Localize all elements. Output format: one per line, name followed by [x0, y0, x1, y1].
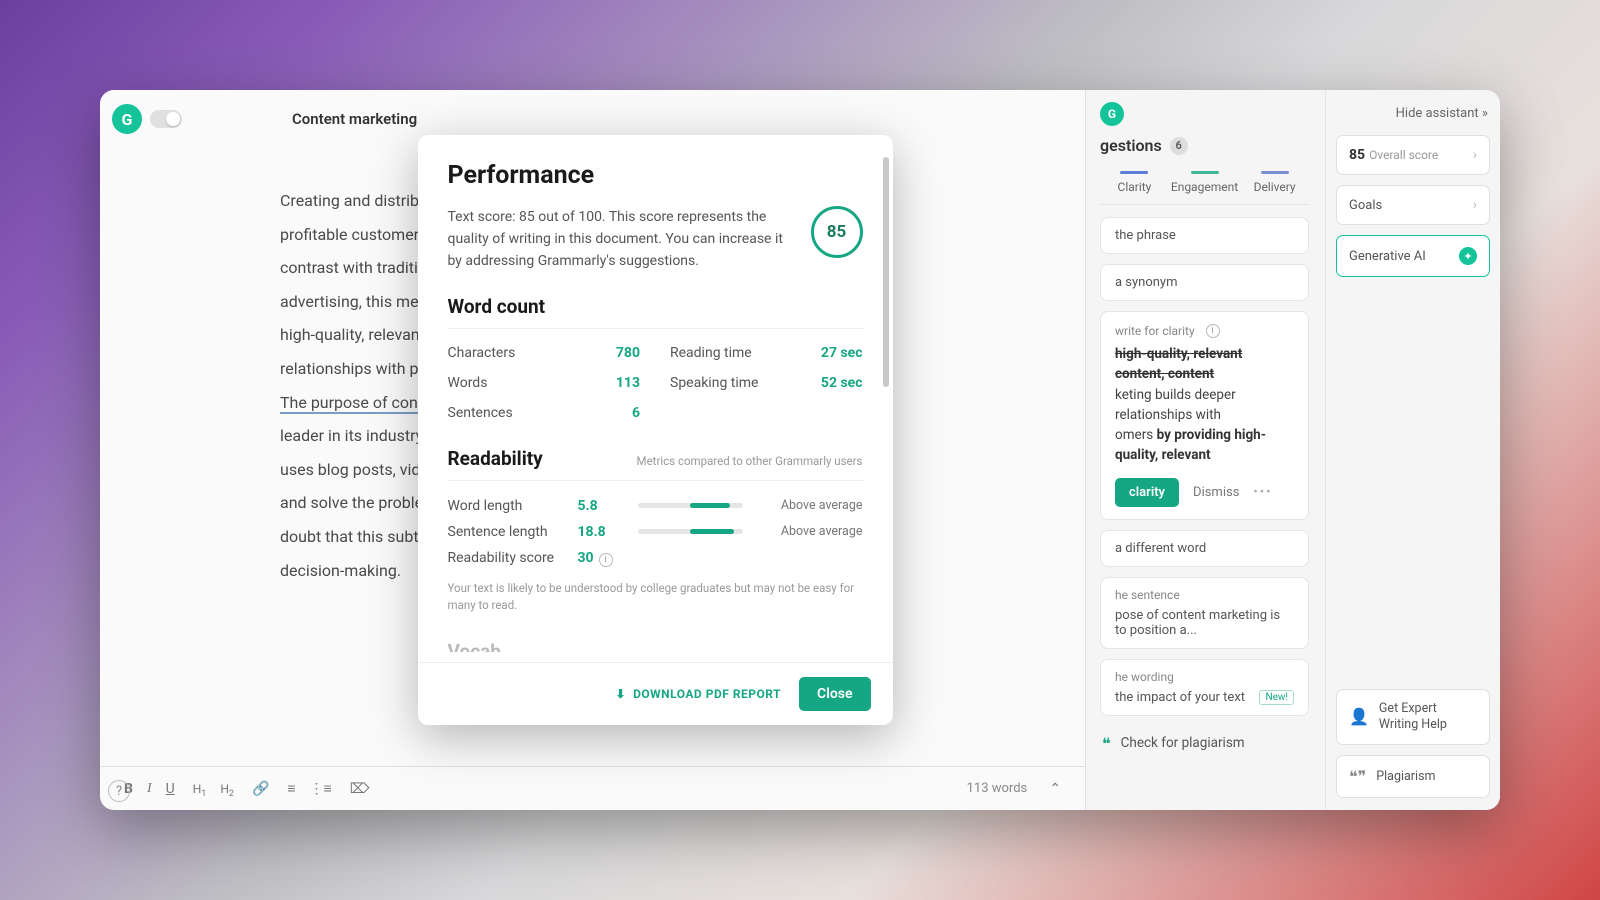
- suggestion-card[interactable]: the phrase: [1100, 217, 1309, 254]
- grammarly-logo-icon[interactable]: G: [112, 104, 142, 134]
- download-icon: ⬇: [616, 687, 627, 701]
- quote-icon: ❝❞: [1349, 767, 1366, 786]
- suggestion-card[interactable]: a different word: [1100, 530, 1309, 567]
- sparkle-icon: ✦: [1459, 247, 1477, 265]
- modal-footer: ⬇ DOWNLOAD PDF REPORT Close: [418, 662, 893, 725]
- underline-icon[interactable]: U: [166, 781, 175, 797]
- stat-value: 52 sec: [821, 375, 863, 391]
- expert-help-card[interactable]: 👤 Get Expert Writing Help: [1336, 689, 1490, 746]
- wordcount-section-title: Word count: [448, 295, 863, 318]
- new-badge: New!: [1259, 690, 1294, 705]
- overall-score-card[interactable]: 85Overall score ›: [1336, 135, 1490, 175]
- modal-description: Text score: 85 out of 100. This score re…: [448, 206, 793, 273]
- h1-icon[interactable]: H1: [193, 782, 207, 796]
- document-title: Content marketing: [292, 110, 417, 128]
- score-ring: 85: [811, 206, 863, 258]
- suggestion-card[interactable]: he wording the impact of your text New!: [1100, 659, 1309, 716]
- stat-value: 6: [632, 405, 640, 421]
- read-value: 18.8: [578, 524, 628, 540]
- right-pane: G gestions 6 Clarity Engagement Delivery…: [1085, 90, 1500, 810]
- tab-delivery[interactable]: Delivery: [1240, 165, 1309, 204]
- read-value: 5.8: [578, 498, 628, 514]
- read-value: 30: [578, 550, 594, 566]
- app-window: G Content marketing Creating and distrib…: [100, 90, 1500, 810]
- clear-format-icon[interactable]: ⌦: [350, 781, 370, 797]
- person-icon: 👤: [1349, 707, 1369, 726]
- readability-note: Your text is likely to be understood by …: [448, 580, 863, 615]
- chevron-up-icon[interactable]: ⌃: [1049, 781, 1061, 797]
- hide-assistant-button[interactable]: Hide assistant »: [1336, 102, 1490, 125]
- suggestion-card[interactable]: he sentence pose of content marketing is…: [1100, 577, 1309, 649]
- toggle-switch[interactable]: [150, 110, 182, 128]
- italic-icon[interactable]: I: [147, 781, 152, 797]
- close-button[interactable]: Close: [799, 677, 870, 711]
- suggestion-tabs: Clarity Engagement Delivery: [1100, 165, 1309, 205]
- plagiarism-card[interactable]: ❝❞ Plagiarism: [1336, 755, 1490, 798]
- stat-value: 27 sec: [821, 345, 863, 361]
- rewrite-clarity-button[interactable]: clarity: [1115, 478, 1179, 507]
- tab-clarity[interactable]: Clarity: [1100, 165, 1169, 204]
- stat-label: Sentences: [448, 405, 513, 421]
- performance-modal: Performance Text score: 85 out of 100. T…: [418, 135, 893, 726]
- info-icon[interactable]: i: [599, 553, 613, 567]
- card-text: pose of content marketing is to position…: [1115, 608, 1294, 638]
- stat-label: Characters: [448, 345, 516, 361]
- stat-value: 780: [616, 345, 640, 361]
- unordered-list-icon[interactable]: ⋮≡: [310, 780, 332, 797]
- help-icon[interactable]: ?: [108, 780, 130, 802]
- read-bar: [638, 529, 743, 534]
- body-text: decision-making.: [280, 561, 401, 580]
- stat-value: 113: [616, 375, 640, 391]
- link-icon[interactable]: 🔗: [252, 781, 269, 797]
- vocab-section-title: Vocab...: [448, 640, 863, 652]
- strikethrough-text: high-quality, relevant content, content: [1115, 346, 1242, 382]
- chevron-right-icon: ›: [1473, 197, 1477, 213]
- stat-label: Speaking time: [670, 375, 758, 391]
- tab-engagement[interactable]: Engagement: [1169, 165, 1240, 204]
- more-icon[interactable]: •••: [1253, 485, 1272, 500]
- suggestions-column: G gestions 6 Clarity Engagement Delivery…: [1086, 90, 1325, 810]
- suggestions-title: gestions: [1100, 136, 1162, 155]
- card-text: keting builds deeper relationships with: [1115, 387, 1236, 423]
- download-pdf-button[interactable]: ⬇ DOWNLOAD PDF REPORT: [616, 687, 782, 701]
- read-label: Readability score: [448, 550, 568, 566]
- quote-icon: ❝: [1102, 734, 1111, 753]
- readability-subtitle: Metrics compared to other Grammarly user…: [637, 454, 863, 468]
- editor-footer: B I U H1 H2 🔗 ≡ ⋮≡ ⌦ 113 words ⌃: [100, 766, 1085, 810]
- suggestion-card[interactable]: a synonym: [1100, 264, 1309, 301]
- info-icon[interactable]: i: [1206, 324, 1220, 338]
- read-label: Sentence length: [448, 524, 568, 540]
- read-bar: [638, 503, 743, 508]
- modal-title: Performance: [448, 161, 863, 190]
- sidebar-rail: Hide assistant » 85Overall score › Goals…: [1325, 90, 1500, 810]
- readability-section-title: Readability: [448, 447, 543, 470]
- word-count-label[interactable]: 113 words: [967, 781, 1028, 796]
- stat-label: Reading time: [670, 345, 752, 361]
- plagiarism-row[interactable]: ❝ Check for plagiarism: [1100, 726, 1309, 761]
- read-label: Word length: [448, 498, 568, 514]
- card-label: write for clarity: [1115, 324, 1195, 338]
- chevron-right-icon: »: [1482, 106, 1488, 121]
- clarity-card: write for clarity i high-quality, relevan…: [1100, 311, 1309, 520]
- card-text: omers: [1115, 427, 1157, 443]
- scrollbar[interactable]: [883, 157, 889, 387]
- generative-ai-card[interactable]: Generative AI ✦: [1336, 235, 1490, 277]
- chevron-right-icon: ›: [1473, 147, 1477, 163]
- read-rating: Above average: [753, 498, 863, 513]
- dismiss-button[interactable]: Dismiss: [1193, 485, 1239, 500]
- stat-label: Words: [448, 375, 488, 391]
- h2-icon[interactable]: H2: [220, 782, 234, 796]
- body-text: leader in its industry: [280, 426, 427, 445]
- suggestions-count-badge: 6: [1170, 137, 1188, 155]
- ordered-list-icon[interactable]: ≡: [287, 780, 295, 797]
- read-rating: Above average: [753, 524, 863, 539]
- goals-card[interactable]: Goals›: [1336, 185, 1490, 225]
- card-text: the impact of your text: [1115, 690, 1245, 705]
- grammarly-mini-logo-icon: G: [1100, 102, 1124, 126]
